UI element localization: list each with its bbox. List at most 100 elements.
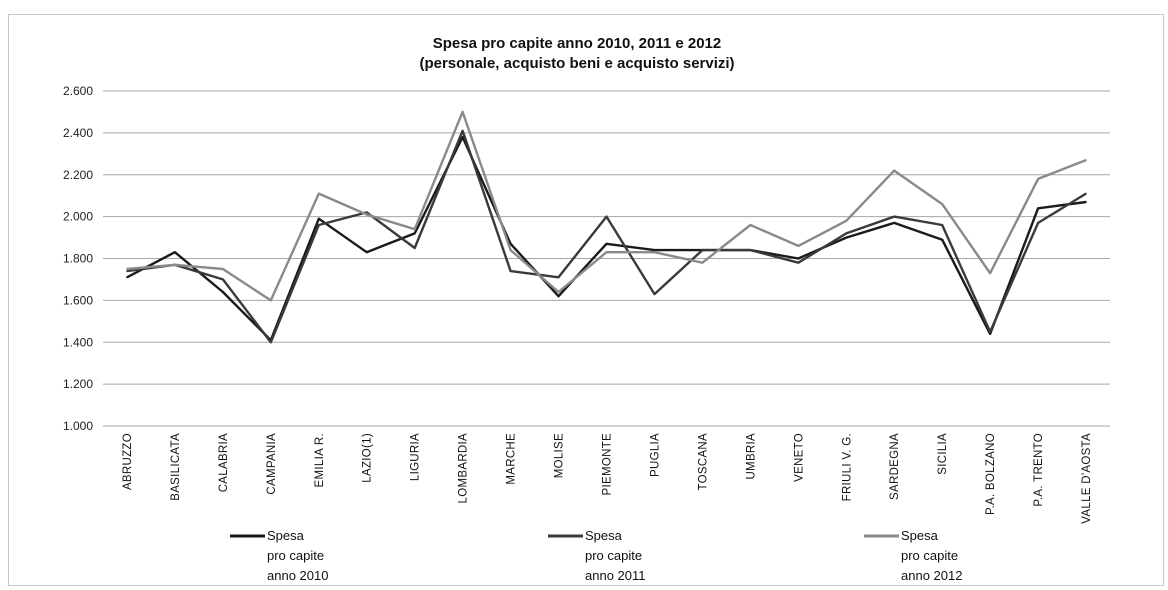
data-point [413, 247, 416, 249]
data-point [317, 192, 320, 195]
data-point [893, 222, 896, 224]
y-tick-label: 1.000 [63, 419, 93, 433]
y-tick-label: 1.400 [63, 335, 93, 349]
chart-title-line-1: Spesa pro capite anno 2010, 2011 e 2012 [433, 35, 722, 52]
data-point [605, 251, 608, 254]
data-point [797, 261, 800, 264]
data-point [317, 217, 320, 220]
data-point [653, 293, 656, 295]
y-tick-label: 2.200 [63, 168, 93, 182]
data-point [1037, 222, 1039, 224]
x-tick-label: P.A. BOLZANO [985, 433, 997, 515]
x-tick-label: MOLISE [554, 433, 566, 478]
x-tick-label: BASILICATA [170, 433, 182, 501]
data-point [413, 228, 416, 230]
x-tick-label: ABRUZZO [122, 433, 134, 490]
data-point [989, 333, 991, 335]
data-point [461, 136, 464, 138]
data-point [893, 215, 896, 218]
y-tick-label: 2.600 [63, 84, 93, 98]
data-point [557, 295, 560, 297]
legend-label: Spesa [585, 528, 623, 543]
legend-label: anno 2010 [267, 568, 328, 583]
x-tick-label: CALABRIA [218, 433, 230, 492]
x-tick-label: UMBRIA [745, 433, 757, 480]
data-point [1085, 159, 1087, 161]
data-point [509, 249, 512, 251]
series-lines [126, 110, 1087, 344]
legend-label: Spesa [901, 528, 939, 543]
data-point [365, 213, 368, 216]
data-point [845, 236, 848, 239]
legend-label: Spesa [267, 528, 305, 543]
data-point [461, 129, 464, 132]
data-point [653, 251, 656, 254]
data-point [461, 111, 464, 113]
data-point [413, 232, 416, 235]
x-tick-label: MARCHE [506, 433, 518, 485]
legend-label: anno 2011 [585, 568, 646, 583]
data-point [605, 215, 608, 218]
x-tick-label: LOMBARDIA [458, 433, 470, 503]
chart-title: Spesa pro capite anno 2010, 2011 e 2012 … [419, 35, 734, 72]
data-point [365, 251, 368, 254]
data-point [270, 341, 272, 344]
x-tick-label: EMILIA R. [314, 433, 326, 487]
data-point [605, 243, 608, 245]
x-tick-label: SICILIA [937, 433, 949, 475]
data-point [557, 276, 560, 279]
data-point [653, 249, 656, 251]
legend-item-1: Spesa pro capite anno 2010 [230, 528, 328, 583]
legend-label: pro capite [585, 548, 642, 563]
y-tick-label: 1.200 [63, 377, 93, 391]
x-tick-label: LAZIO(1) [362, 433, 374, 483]
y-tick-label: 2.000 [63, 210, 93, 224]
y-axis-ticks: 1.000 1.200 1.400 1.600 1.800 2.000 2.200 2.400… [63, 84, 93, 433]
data-point [1037, 207, 1039, 210]
data-point [1085, 192, 1087, 195]
data-point [1085, 201, 1087, 203]
chart-title-line-2: (personale, acquisto beni e acquisto ser… [419, 55, 734, 72]
data-point [365, 211, 368, 214]
series-line-2 [126, 129, 1087, 344]
legend-item-2: Spesa pro capite anno 2011 [548, 528, 646, 583]
data-point [797, 245, 800, 247]
data-point [989, 330, 991, 333]
data-point [1037, 178, 1039, 180]
data-point [222, 268, 224, 270]
data-point [509, 270, 512, 272]
data-point [941, 203, 943, 205]
data-point [126, 276, 128, 279]
y-tick-label: 2.400 [63, 126, 93, 140]
data-point [270, 299, 272, 302]
x-tick-label: PIEMONTE [602, 433, 614, 495]
legend-label: anno 2012 [901, 568, 962, 583]
data-point [174, 263, 176, 266]
data-point [126, 268, 128, 270]
data-point [941, 224, 943, 226]
data-point [845, 232, 848, 235]
x-tick-label: CAMPANIA [266, 433, 278, 495]
y-tick-label: 1.800 [63, 252, 93, 266]
x-tick-label: TOSCANA [697, 433, 709, 491]
x-tick-label: LIGURIA [410, 433, 422, 481]
data-point [317, 224, 320, 226]
x-axis-ticks: ABRUZZO BASILICATA CALABRIA CAMPANIA EMILIA … [122, 433, 1093, 524]
data-point [701, 249, 704, 251]
legend: Spesa pro capite anno 2010 Spesa pro capite a… [230, 528, 962, 583]
x-tick-label: P.A. TRENTO [1033, 433, 1045, 507]
legend-label: pro capite [901, 548, 958, 563]
y-tick-label: 1.600 [63, 293, 93, 307]
legend-item-3: Spesa pro capite anno 2012 [864, 528, 962, 583]
data-point [509, 243, 512, 245]
data-point [941, 238, 943, 241]
x-tick-label: VENETO [793, 433, 805, 482]
data-point [797, 257, 800, 260]
x-tick-label: PUGLIA [649, 433, 661, 477]
x-tick-label: FRIULI V. G. [841, 433, 853, 501]
data-point [989, 272, 991, 274]
gridlines [103, 90, 1110, 427]
data-point [557, 291, 560, 293]
data-point [222, 278, 224, 281]
